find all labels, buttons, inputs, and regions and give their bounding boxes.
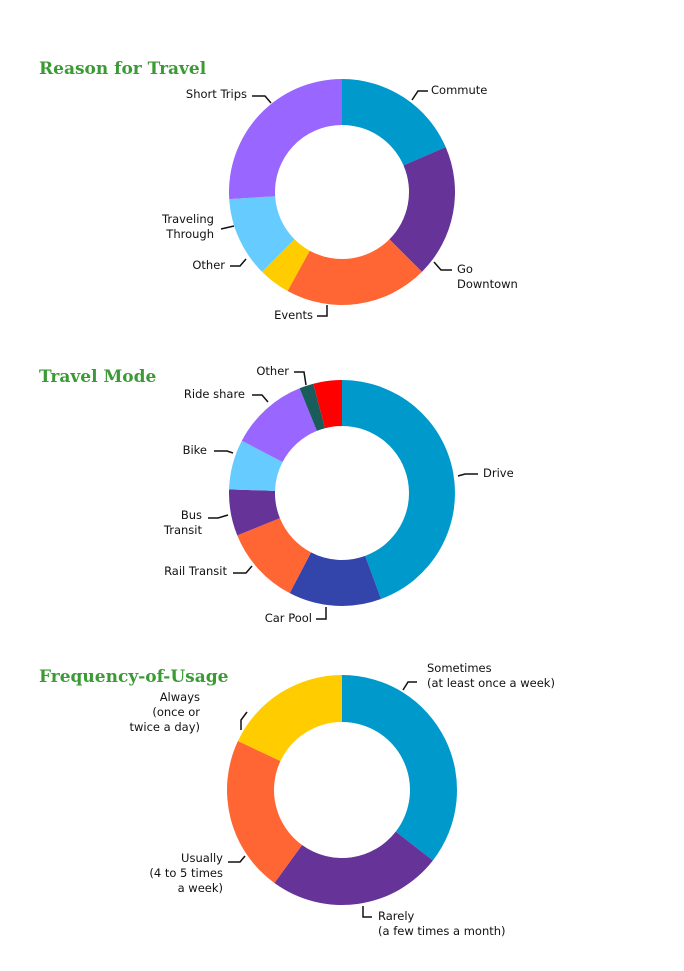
slice-usually-4-to-5-times-a-week [226,741,303,884]
slice-other [299,383,326,431]
label-sometimes-at-least-once-a-week: Sometimes (at least once a week) [427,661,555,690]
label-go-downtown: Go Downtown [457,262,518,291]
label-rail-transit: Rail Transit [164,564,227,578]
leader-line-other [294,371,307,386]
slice-rail-transit [237,518,312,594]
slice-always-once-or-twice-a-day [237,675,342,762]
slice-commute [342,79,446,166]
slice-other [262,239,310,292]
slice-drive [342,380,456,600]
label-ride-share: Ride share [184,387,245,401]
leader-line-car-pool [316,607,327,620]
slice-sometimes-at-least-once-a-week [342,675,457,861]
leader-line-commute [411,90,428,101]
slice-rarely-a-few-times-a-month [274,831,433,905]
label-commute: Commute [431,83,487,97]
leader-line-other [230,258,247,267]
frequency-of-usage-donut: Sometimes (at least once a week) Rarely (a … [129,661,554,938]
leader-line-bike [214,450,234,454]
slice-car-pool [289,552,382,606]
slice-bus-transit [229,489,280,536]
leader-line-short-trips [252,95,272,104]
leader-line-go-downtown [433,261,452,271]
leader-line-drive [457,473,478,477]
label-other: Other [256,364,289,378]
label-car-pool: Car Pool [265,611,312,625]
leader-line-rarely-a-few-times-a-month [362,906,372,918]
label-bike: Bike [183,443,207,457]
reason-for-travel-title: Reason for Travel [39,59,207,79]
reason-for-travel-donut: Commute Go Downtown Events Other Traveling Thr… [161,79,518,322]
slice-short-trips [229,79,342,200]
leader-line-sometimes-at-least-once-a-week [402,681,417,691]
slice-traveling-through [229,196,295,272]
label-short-trips: Short Trips [186,87,247,101]
slice-bike [229,440,283,491]
slice-ride-share [241,388,317,463]
label-always-once-or-twice-a-day: Always (once or twice a day) [129,690,200,734]
leader-line-usually-4-to-5-times-a-week [228,855,246,863]
travel-mode-title: Travel Mode [39,367,157,387]
leader-line-bus-transit [208,514,229,519]
leader-line-always-once-or-twice-a-day [240,711,248,730]
label-traveling-through: Traveling Through [161,212,214,241]
label-events: Events [274,308,313,322]
label-bus-transit: Bus Transit [163,508,203,537]
leader-line-ride-share [252,394,269,403]
frequency-of-usage-title: Frequency-of-Usage [39,667,229,687]
slice-events [287,239,422,305]
slice-unlabeled-7 [313,379,342,429]
travel-mode-donut: Drive Car Pool Rail Transit Bus Transit Bike R… [163,364,514,625]
leader-line-traveling-through [220,225,235,230]
slice-go-downtown [389,147,455,272]
label-rarely-a-few-times-a-month: Rarely (a few times a month) [378,909,506,938]
label-other: Other [192,258,225,272]
label-usually-4-to-5-times-a-week: Usually (4 to 5 times a week) [149,851,223,895]
leader-line-events [317,305,328,317]
label-drive: Drive [483,466,514,480]
leader-line-rail-transit [233,565,253,574]
